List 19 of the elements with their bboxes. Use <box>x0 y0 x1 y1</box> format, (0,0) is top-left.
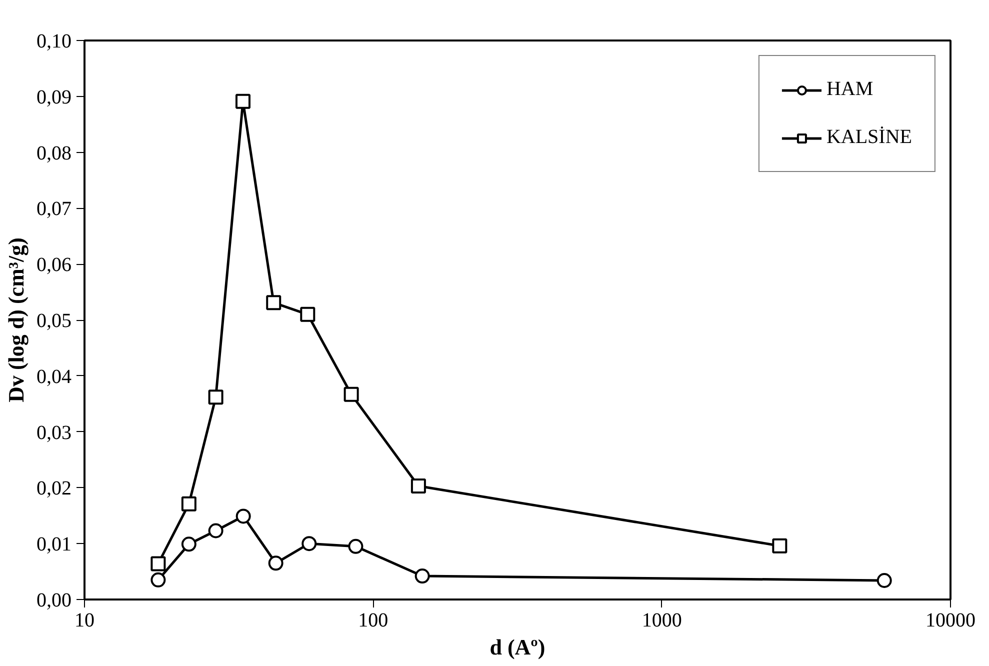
y-tick-label: 0,05 <box>36 310 72 332</box>
y-tick-label: 0,10 <box>36 30 72 52</box>
x-tick-label: 1000 <box>642 610 682 632</box>
legend-label: HAM <box>826 78 874 101</box>
x-axis-title: d (Aº) <box>490 634 546 660</box>
x-tick-label: 100 <box>358 610 388 632</box>
y-axis-title: Dv (log d) (cm³/g) <box>4 238 28 402</box>
y-tick-label: 0,06 <box>36 254 72 276</box>
y-tick-label: 0,00 <box>36 590 72 612</box>
y-tick-label: 0,07 <box>36 198 72 220</box>
x-tick-label: 10000 <box>926 610 976 632</box>
y-tick-label: 0,04 <box>36 366 72 388</box>
y-tick-label: 0,09 <box>36 86 72 108</box>
y-tick-label: 0,03 <box>36 422 72 444</box>
y-tick-label: 0,01 <box>36 534 72 556</box>
x-tick-label: 10 <box>74 610 94 632</box>
legend-label: KALSİNE <box>826 126 912 149</box>
y-tick-label: 0,08 <box>36 142 72 164</box>
y-tick-label: 0,02 <box>36 478 72 500</box>
